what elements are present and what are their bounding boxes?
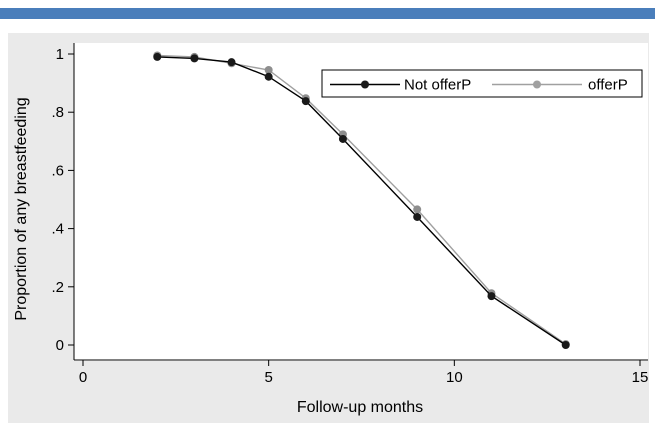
data-point bbox=[264, 66, 273, 75]
legend: Not offerP offerP bbox=[321, 69, 643, 98]
data-point bbox=[301, 97, 310, 106]
data-point bbox=[153, 52, 162, 61]
data-point bbox=[190, 54, 199, 63]
x-tick-label: 10 bbox=[446, 369, 463, 386]
legend-marker bbox=[533, 80, 541, 89]
data-point bbox=[227, 58, 236, 67]
series-layer bbox=[153, 51, 570, 349]
legend-box bbox=[321, 69, 643, 98]
x-tick-label: 0 bbox=[79, 369, 87, 386]
legend-entry: offerP bbox=[492, 77, 628, 94]
data-point bbox=[413, 212, 422, 221]
legend-entry: Not offerP bbox=[330, 77, 471, 94]
legend-label: Not offerP bbox=[404, 77, 471, 94]
legend-label: offerP bbox=[588, 77, 628, 94]
y-tick-label: 0 bbox=[56, 337, 64, 354]
y-tick-label: 1 bbox=[56, 46, 64, 63]
data-point bbox=[264, 72, 273, 81]
y-axis-label: Proportion of any breastfeeding bbox=[13, 97, 30, 320]
data-point bbox=[561, 341, 570, 349]
y-tick-label: .2 bbox=[51, 279, 64, 296]
x-axis-label: Follow-up months bbox=[297, 399, 423, 416]
data-point bbox=[487, 292, 496, 301]
axes: 0.2.4.6.810 5 10 15 bbox=[51, 43, 648, 386]
legend-marker bbox=[361, 80, 369, 89]
y-tick-label: .4 bbox=[51, 221, 64, 238]
series-0 bbox=[153, 52, 570, 349]
x-tick-label: 5 bbox=[264, 369, 272, 386]
line-chart: 0.2.4.6.810 5 10 15 Not offerP offerP Follow… bbox=[13, 43, 648, 416]
data-point bbox=[338, 134, 347, 143]
data-point bbox=[413, 205, 422, 214]
y-tick-label: .8 bbox=[51, 104, 64, 121]
x-tick-label: 15 bbox=[632, 369, 649, 386]
y-tick-label: .6 bbox=[51, 162, 64, 179]
chart-container: 0.2.4.6.8 1 0 5 10 15 Not offerP offerP Follow… bbox=[8, 33, 649, 423]
header-accent-bar bbox=[0, 8, 655, 19]
